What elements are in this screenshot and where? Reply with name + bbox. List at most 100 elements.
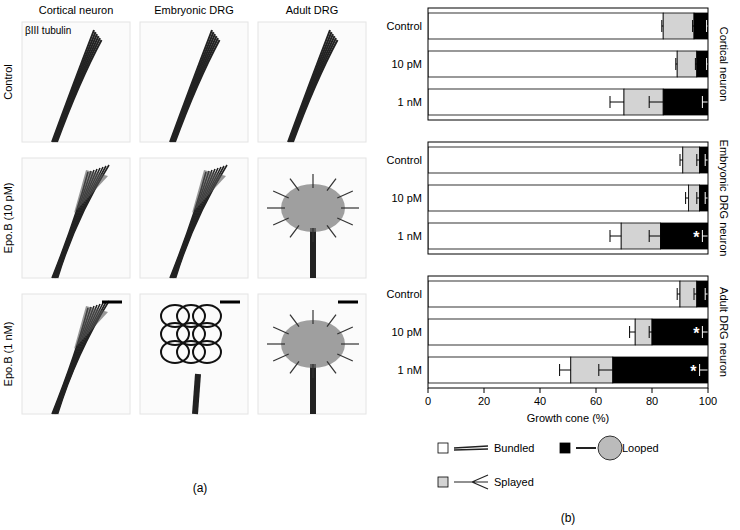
plot-frame: [428, 8, 708, 120]
plot-frame: [428, 142, 708, 254]
error-bar: [694, 288, 697, 300]
filopodium: [327, 179, 336, 191]
error-cap: [696, 192, 697, 204]
bar-segment: [694, 13, 708, 39]
category-label: Control: [387, 288, 422, 300]
image-frame: [140, 294, 248, 414]
filopodium: [341, 343, 359, 344]
filopodium: [327, 315, 336, 327]
bar-segment: [613, 357, 708, 383]
row-header: Control: [2, 64, 14, 99]
legend: BundledSplayedLooped: [438, 436, 659, 489]
bar-segment: [621, 223, 660, 249]
bar-segment: [677, 51, 697, 77]
error-bar: [700, 364, 708, 376]
x-axis-label: Growth cone (%): [527, 412, 610, 424]
filopodium: [312, 310, 313, 324]
error-bar: [702, 326, 708, 338]
scale-bar: [220, 301, 240, 304]
x-tick-label: 100: [699, 395, 717, 407]
bar-segment: [660, 223, 708, 249]
micrograph: [22, 158, 130, 278]
neurite: [176, 165, 227, 278]
error-cap: [610, 96, 611, 108]
bar-segment: [697, 51, 708, 77]
panel-title: Cortical neuron: [718, 27, 730, 102]
filopodium: [290, 315, 299, 327]
neurite: [310, 364, 316, 414]
x-tick: [708, 388, 709, 393]
panel-title: Embryonic DRG neuron: [718, 140, 730, 257]
micrograph: [140, 22, 248, 142]
legend-icon: [454, 475, 488, 489]
error-cap: [649, 230, 650, 242]
error-cap: [705, 192, 706, 204]
error-cap: [702, 230, 703, 242]
error-line: [702, 102, 708, 103]
error-cap: [705, 288, 706, 300]
legend-swatch: [438, 443, 448, 453]
filopodium: [273, 218, 289, 225]
error-line: [610, 236, 621, 237]
micrograph: [22, 22, 130, 142]
marks: [428, 281, 708, 383]
neurite: [293, 40, 338, 142]
error-bar: [702, 230, 708, 242]
x-tick-label: 80: [646, 395, 658, 407]
error-cap: [695, 58, 696, 70]
error-bar: [697, 154, 700, 166]
bar-segment: [571, 357, 613, 383]
error-cap: [661, 20, 662, 32]
micrograph: [258, 294, 366, 414]
filopodium: [312, 228, 313, 242]
image-frame: [22, 294, 130, 414]
category-label: 10 pM: [391, 58, 422, 70]
filopodium: [273, 191, 289, 198]
error-bar: [702, 96, 708, 108]
bar-segment: [700, 147, 708, 173]
filopodium: [267, 207, 285, 208]
bar-segment: [428, 281, 680, 307]
x-tick: [652, 388, 653, 393]
error-cap: [706, 58, 707, 70]
chart-panel: Control 10 pM 1 nM Cortical neuron Control10…: [387, 8, 730, 525]
image-frame: [22, 22, 130, 142]
column-header: Adult DRG: [286, 4, 339, 16]
legend-label: Looped: [622, 442, 659, 454]
error-cap: [598, 364, 599, 376]
category-label: 1 nM: [398, 230, 422, 242]
error-bar: [599, 364, 613, 376]
bar-segment: [652, 319, 708, 345]
bar-segment: [428, 13, 663, 39]
error-bar: [695, 58, 696, 70]
filopodium: [290, 225, 299, 237]
chart: Control10 pM1 nM**Adult DRG neuron020406…: [387, 276, 730, 424]
micrograph: [258, 22, 366, 142]
error-cap: [649, 326, 650, 338]
bar-segment: [663, 13, 694, 39]
image-panel: Cortical neuronEmbryonic DRGAdult DRGCon…: [2, 4, 366, 495]
error-line: [630, 332, 636, 333]
category-label: 10 pM: [391, 192, 422, 204]
error-cap: [680, 154, 681, 166]
error-cap: [649, 96, 650, 108]
micrograph: [140, 294, 248, 414]
error-cap: [675, 58, 676, 70]
neurite: [58, 165, 109, 278]
x-tick: [596, 388, 597, 393]
image-frame: [140, 158, 248, 278]
legend-label: Splayed: [494, 476, 534, 488]
filopodium: [290, 361, 299, 373]
bar-segment: [428, 147, 683, 173]
x-tick-label: 40: [534, 395, 546, 407]
scale-bar: [102, 301, 122, 304]
error-cap: [706, 20, 707, 32]
panel-title: Adult DRG neuron: [718, 287, 730, 377]
cone-body: [74, 306, 108, 349]
cone-body: [281, 184, 345, 232]
image-frame: [22, 158, 130, 278]
filopodium: [337, 354, 353, 361]
filopodium: [312, 174, 313, 188]
bar-segment: [428, 319, 635, 345]
error-line: [649, 102, 663, 103]
